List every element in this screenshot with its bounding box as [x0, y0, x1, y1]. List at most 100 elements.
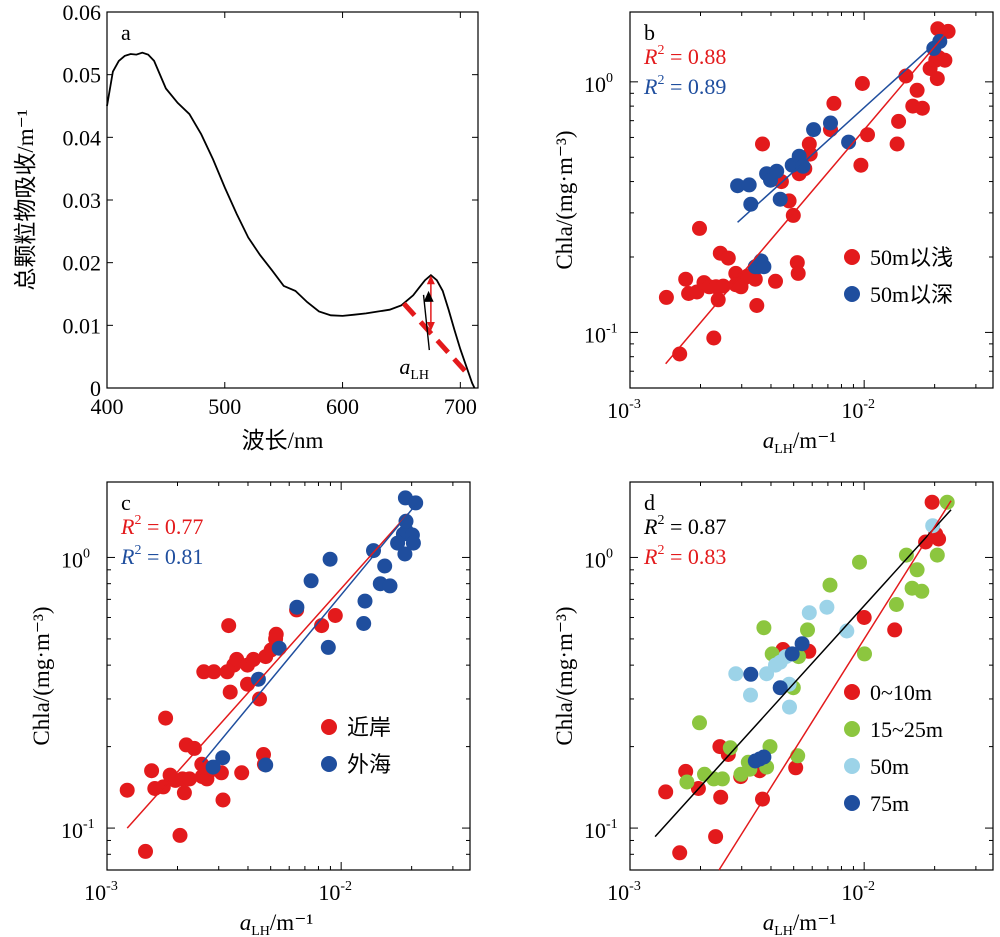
data-point	[788, 760, 804, 776]
r-squared-label: R2 = 0.88	[643, 43, 726, 69]
data-point	[772, 680, 788, 696]
y-axis-label: 总颗粒物吸收/m⁻¹	[13, 109, 38, 290]
data-point	[692, 220, 707, 236]
y-tick-base: 10	[584, 72, 606, 97]
data-point	[789, 255, 805, 271]
panel-b-frame	[629, 11, 994, 389]
data-point	[925, 518, 941, 534]
legend-label: 0~10m	[870, 680, 932, 705]
regression-line	[202, 503, 418, 763]
data-point	[144, 763, 160, 779]
x-tick-exp: -3	[629, 879, 641, 894]
data-point	[710, 292, 726, 308]
x-tick-label: 600	[326, 394, 359, 419]
data-point	[271, 640, 287, 656]
y-tick-label: 100	[61, 546, 90, 572]
legend-label: 近岸	[347, 715, 391, 740]
regression-line	[718, 500, 952, 871]
data-point	[356, 616, 372, 631]
alh-label-italic: a	[399, 354, 410, 379]
data-point	[839, 623, 855, 639]
data-point	[303, 573, 319, 589]
r-squared-symbol: R	[120, 514, 135, 539]
legend-label: 15~25m	[870, 717, 943, 742]
regression-line	[665, 26, 952, 365]
x-tick-label: 10-3	[84, 879, 118, 905]
x-tick-base: 10	[84, 880, 106, 905]
data-point	[692, 715, 707, 731]
y-tick-label: 100	[584, 546, 613, 572]
x-tick-base: 10	[841, 880, 863, 905]
data-point	[794, 636, 810, 652]
r-squared-sup: 2	[134, 513, 141, 528]
y-tick-label: 10-1	[584, 321, 618, 347]
data-point	[215, 750, 231, 766]
r-squared-sup: 2	[657, 73, 664, 88]
data-point	[382, 578, 398, 594]
data-point	[289, 599, 305, 615]
alh-pointer-arrowhead	[423, 290, 434, 302]
legend-label: 外海	[347, 752, 391, 777]
legend-label: 50m以浅	[870, 245, 953, 270]
panel-c-frame	[106, 481, 471, 871]
y-tick-exp: 0	[83, 546, 90, 561]
data-point	[782, 699, 797, 715]
regression-line	[654, 509, 952, 838]
data-point	[914, 100, 930, 116]
r-squared-symbol: R	[643, 74, 658, 99]
x-tick-label: 10-3	[607, 397, 641, 423]
data-point	[756, 259, 772, 275]
data-point	[408, 495, 424, 511]
data-point	[405, 535, 421, 551]
y-axis-label: Chla/(mg·m⁻³)	[29, 606, 54, 745]
data-point	[743, 687, 758, 703]
data-point	[795, 158, 811, 174]
data-point	[730, 178, 746, 194]
x-axis-label-sub: LH	[774, 442, 793, 457]
data-point	[172, 827, 188, 843]
data-point	[708, 829, 724, 845]
absorption-spectrum-line	[106, 51, 476, 389]
data-point	[268, 626, 284, 642]
data-point	[158, 710, 174, 726]
data-point	[768, 273, 783, 289]
data-point	[182, 771, 197, 787]
data-point	[119, 782, 135, 798]
x-axis-label-unit: /m⁻¹	[793, 910, 836, 935]
panel-letter: c	[121, 490, 131, 515]
x-axis-label-sub: LH	[774, 924, 793, 937]
data-point	[728, 666, 744, 682]
data-point	[658, 784, 674, 800]
data-point	[743, 666, 759, 682]
panel-a: 400 500 600 70000.010.020.030.040.050.06aLH…	[13, 0, 479, 453]
data-point	[206, 664, 222, 680]
x-tick-label: 700	[444, 394, 477, 419]
legend-marker	[844, 286, 860, 302]
y-tick-label: 0.03	[63, 188, 102, 213]
data-point	[841, 134, 857, 150]
data-point	[939, 494, 955, 510]
y-tick-exp: -1	[606, 817, 618, 832]
y-tick-base: 10	[584, 818, 606, 843]
data-point	[801, 605, 817, 621]
panel-a-frame	[106, 11, 479, 389]
data-point	[138, 843, 153, 859]
x-tick-label: 400	[91, 394, 124, 419]
x-axis-label-italic: a	[763, 428, 775, 453]
data-point	[720, 250, 736, 266]
legend-marker	[844, 758, 860, 774]
regression-line	[737, 40, 938, 223]
panel-d-frame	[629, 481, 994, 871]
data-point	[749, 298, 765, 313]
alh-pointer-line	[422, 294, 431, 351]
data-point	[755, 136, 770, 152]
data-point	[823, 115, 838, 131]
data-point	[234, 765, 250, 781]
data-point	[722, 740, 738, 756]
r-squared-label: R2 = 0.81	[120, 543, 203, 569]
alh-label: aLH	[399, 354, 429, 383]
y-tick-label: 0.05	[63, 63, 102, 88]
x-axis-label-unit: /m⁻¹	[270, 910, 313, 935]
r-squared-sup: 2	[657, 43, 664, 58]
